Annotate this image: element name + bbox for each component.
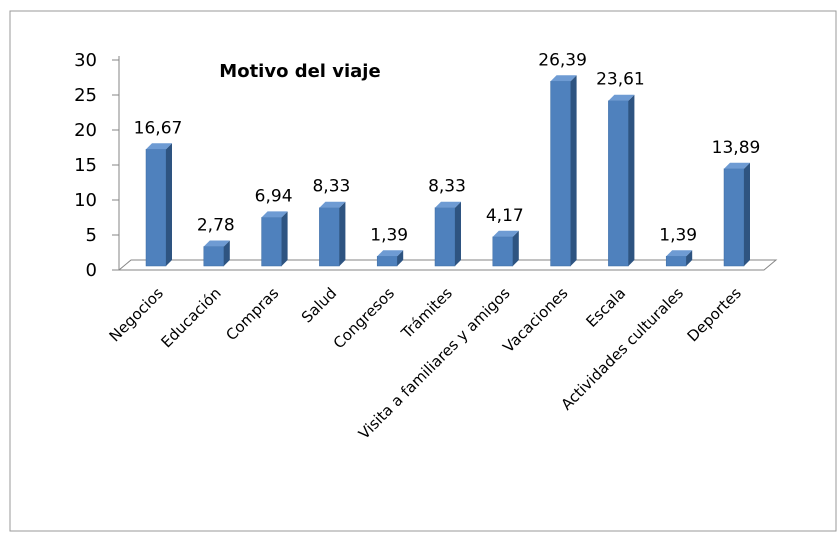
data-label: 4,17: [486, 206, 524, 226]
bar-front: [550, 81, 571, 267]
data-label: 26,39: [538, 50, 587, 70]
bar: [723, 162, 750, 267]
bar-top: [261, 211, 288, 218]
data-label: 23,61: [596, 70, 645, 90]
bar: [203, 240, 230, 267]
chart-title: Motivo del viaje: [219, 61, 380, 82]
bar-top: [724, 162, 750, 169]
bar-top: [550, 75, 577, 82]
bar-front: [723, 168, 745, 267]
bars: [145, 75, 750, 267]
bar-side: [512, 230, 519, 266]
data-label: 2,78: [197, 216, 235, 236]
bar: [608, 94, 635, 267]
data-label: 8,33: [428, 177, 466, 197]
bar-side: [281, 211, 288, 266]
bar-side: [397, 250, 404, 266]
bar-top: [608, 94, 635, 101]
bar: [319, 201, 346, 267]
data-label: 16,67: [134, 118, 183, 138]
bar-top: [377, 250, 404, 257]
bar-side: [339, 201, 346, 266]
bar: [492, 230, 519, 267]
data-label: 1,39: [370, 225, 408, 245]
bar-front: [434, 207, 456, 267]
y-tick-label: 30: [74, 50, 97, 71]
chart-frame: [9, 10, 837, 532]
bar-top: [666, 250, 693, 257]
bar-side: [744, 162, 750, 266]
y-tick-label: 25: [74, 85, 97, 106]
data-label: 1,39: [659, 225, 697, 245]
bar: [434, 201, 461, 267]
bar-front: [665, 256, 687, 267]
bar-side: [223, 240, 230, 266]
y-tick-label: 10: [74, 190, 97, 211]
bar-side: [686, 250, 693, 266]
bar-top: [435, 201, 461, 208]
bar-front: [203, 246, 225, 267]
bar: [550, 75, 577, 267]
y-tick-label: 15: [74, 155, 97, 176]
bar-front: [319, 207, 340, 267]
bar-front: [261, 217, 282, 267]
bar-front: [492, 236, 514, 267]
bar-top: [319, 201, 346, 208]
y-tick-label: 20: [74, 120, 97, 141]
bar: [665, 250, 693, 267]
bar-front: [145, 149, 167, 267]
bar-side: [628, 94, 635, 266]
bar: [145, 143, 172, 267]
bar-front: [608, 100, 629, 267]
bar-top: [146, 143, 172, 150]
bar-top: [203, 240, 230, 247]
bar-side: [570, 75, 577, 267]
bar-front: [376, 256, 398, 267]
bar-side: [455, 201, 461, 266]
bar-side: [166, 143, 172, 266]
data-label: 13,89: [712, 138, 761, 158]
bar: [376, 250, 404, 267]
bar: [261, 211, 288, 267]
data-label: 6,94: [255, 186, 293, 206]
bar-top: [492, 230, 519, 237]
data-label: 8,33: [312, 177, 350, 197]
y-tick-label: 5: [86, 225, 97, 246]
y-tick-label: 0: [86, 260, 97, 281]
